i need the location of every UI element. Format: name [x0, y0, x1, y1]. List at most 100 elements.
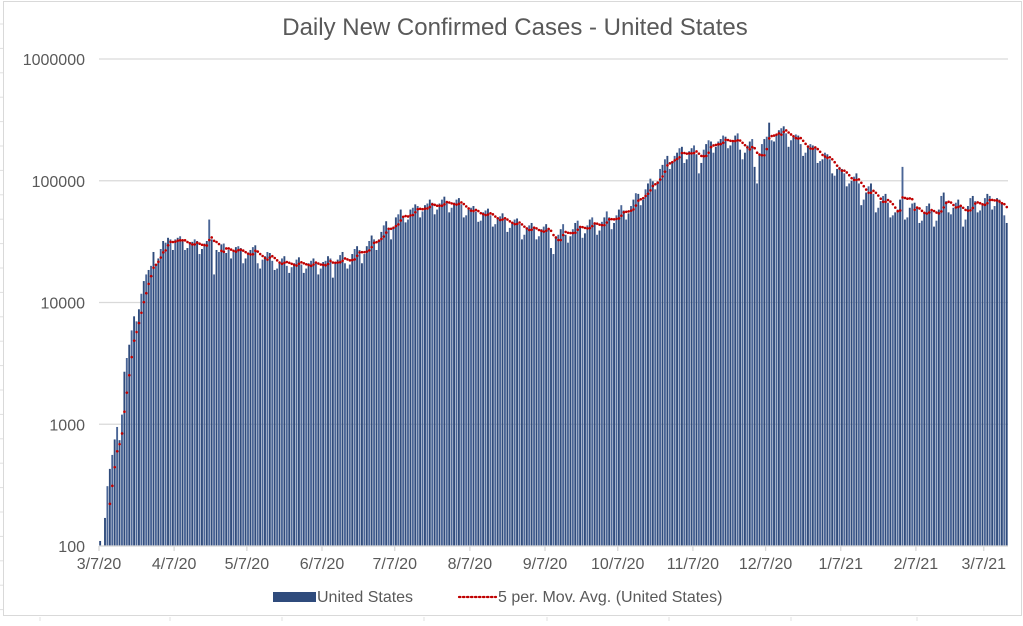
moving-average-point	[588, 226, 592, 230]
bar	[986, 193, 989, 546]
moving-average-point	[775, 133, 778, 136]
bar	[399, 209, 402, 547]
moving-average-point	[896, 209, 900, 213]
moving-average-point	[852, 178, 856, 182]
bar	[996, 198, 998, 546]
moving-average-point	[717, 143, 720, 146]
moving-average-point	[930, 208, 933, 212]
moving-average-point	[923, 211, 926, 215]
moving-average-point	[481, 212, 485, 216]
bar	[584, 233, 586, 546]
moving-average-point	[690, 152, 693, 155]
bar	[516, 218, 519, 546]
bar	[840, 168, 843, 546]
moving-average-point	[176, 239, 180, 242]
y-tick-label: 1000000	[23, 52, 85, 69]
moving-average-point	[838, 167, 841, 170]
chart-container[interactable]: Daily New Confirmed Cases - United State…	[3, 1, 1022, 616]
moving-average-point	[164, 249, 167, 252]
bar	[322, 262, 325, 546]
bar	[222, 243, 225, 547]
bar	[622, 210, 625, 546]
bar	[974, 201, 977, 546]
moving-average-point	[462, 202, 466, 206]
moving-average-point	[809, 147, 812, 150]
bar	[433, 214, 436, 546]
moving-average-point	[227, 247, 230, 250]
moving-average-point	[656, 181, 660, 184]
bar	[559, 229, 562, 546]
bar	[901, 166, 904, 546]
bar	[574, 222, 577, 546]
bar	[920, 220, 923, 547]
moving-average-point	[615, 217, 618, 221]
bar	[198, 254, 201, 547]
moving-average-point	[336, 261, 340, 264]
bar	[108, 468, 111, 546]
moving-average-point	[258, 252, 262, 256]
bar	[552, 254, 555, 547]
moving-average-point	[731, 139, 735, 143]
bar	[613, 222, 615, 546]
moving-average-point	[428, 205, 432, 209]
bar	[870, 183, 872, 546]
moving-average-point	[906, 197, 909, 201]
bar	[663, 159, 666, 546]
bar	[850, 180, 853, 546]
moving-average-point	[622, 211, 626, 214]
moving-average-point	[646, 192, 650, 196]
moving-average-point	[329, 259, 332, 263]
bar	[353, 249, 356, 546]
bar	[988, 195, 991, 546]
bar	[360, 263, 363, 546]
moving-average-point	[501, 218, 504, 221]
bar	[276, 268, 279, 546]
moving-average-point	[256, 250, 260, 253]
bar	[804, 152, 807, 546]
moving-average-point	[830, 158, 834, 161]
bar	[605, 211, 608, 546]
moving-average-point	[864, 188, 868, 191]
bar	[407, 219, 409, 546]
moving-average-point	[268, 256, 272, 259]
moving-average-point	[188, 241, 192, 245]
bar	[186, 248, 189, 546]
bar	[923, 212, 926, 547]
bar	[150, 265, 152, 546]
bar	[610, 229, 613, 546]
moving-average-point	[908, 197, 912, 200]
x-tick-label: 4/7/20	[152, 556, 197, 573]
moving-average-point	[726, 138, 730, 142]
bar	[911, 203, 914, 546]
bar	[680, 146, 683, 546]
moving-average-point	[273, 256, 277, 260]
moving-average-point	[409, 214, 412, 217]
bar	[499, 216, 502, 546]
bar	[1005, 222, 1008, 546]
moving-average-point	[780, 133, 783, 136]
bar	[564, 234, 567, 546]
moving-average-point	[169, 240, 172, 244]
bar	[894, 212, 897, 547]
moving-average-point	[220, 249, 223, 253]
bar	[477, 221, 480, 546]
moving-average-point	[942, 206, 946, 209]
moving-average-point	[263, 256, 267, 260]
bar	[104, 517, 106, 546]
moving-average-point	[593, 222, 597, 225]
bar	[520, 239, 523, 546]
moving-average-point	[559, 238, 563, 242]
bar	[390, 239, 392, 546]
moving-average-point	[142, 300, 146, 304]
bar	[489, 215, 492, 546]
bar	[363, 254, 366, 547]
moving-average-point	[666, 164, 669, 167]
moving-average-point	[828, 155, 832, 159]
bar	[916, 207, 918, 546]
moving-average-point	[132, 339, 136, 342]
moving-average-point	[1003, 202, 1006, 206]
bar	[591, 217, 594, 546]
bar	[763, 139, 766, 546]
moving-average-point	[627, 210, 630, 213]
bar	[853, 176, 855, 546]
